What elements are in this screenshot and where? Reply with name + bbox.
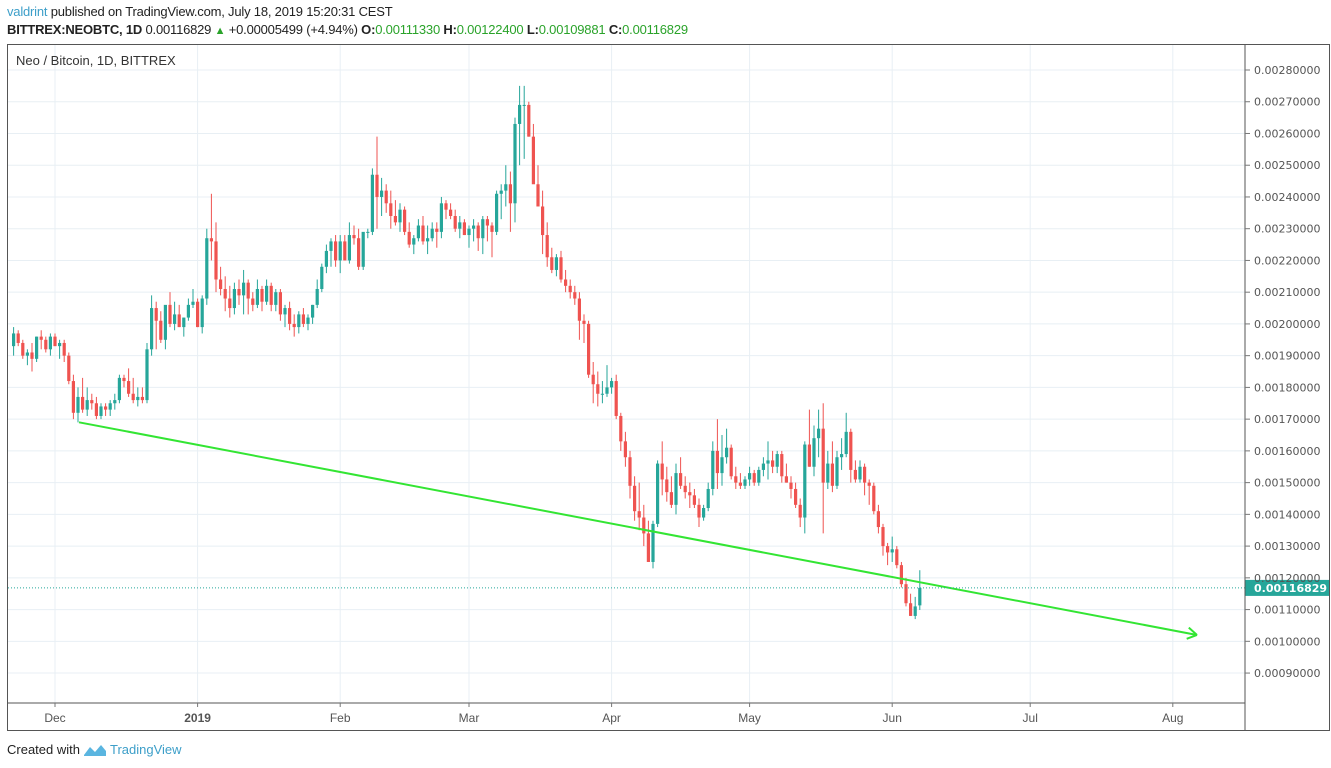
chart-grid	[8, 45, 1245, 703]
current-price-badge	[1245, 579, 1329, 596]
low-value: 0.00109881	[538, 22, 606, 37]
price-tick-label: 0.00190000	[1254, 350, 1320, 363]
time-tick-label: Jul	[1023, 711, 1038, 725]
time-tick-label: Apr	[602, 711, 621, 725]
high-label: H:	[443, 22, 457, 37]
price-tick-label: 0.00150000	[1254, 477, 1320, 490]
price-tick-label: 0.00130000	[1254, 540, 1320, 553]
price-tick-label: 0.00140000	[1254, 508, 1320, 521]
price-tick-label: 0.00280000	[1254, 64, 1320, 77]
price-tick-label: 0.00220000	[1254, 254, 1320, 267]
time-tick-label: Dec	[44, 711, 65, 725]
price-change: +0.00005499 (+4.94%)	[228, 22, 358, 37]
time-tick-label: Jun	[883, 711, 902, 725]
up-arrow-icon: ▲	[214, 25, 226, 37]
price-tick-label: 0.00090000	[1254, 667, 1320, 680]
symbol-label: BITTREX:NEOBTC, 1D	[7, 22, 143, 37]
symbol-info-bar: BITTREX:NEOBTC, 1D 0.00116829 ▲ +0.00005…	[7, 22, 688, 37]
low-label: L:	[526, 22, 539, 37]
time-tick-label: Aug	[1162, 711, 1183, 725]
tradingview-link[interactable]: TradingView	[109, 742, 182, 757]
price-tick-label: 0.00160000	[1254, 445, 1320, 458]
price-tick-label: 0.00250000	[1254, 159, 1320, 172]
trendline[interactable]	[78, 421, 1198, 640]
publish-info: valdrint published on TradingView.com, J…	[7, 4, 393, 19]
time-axis[interactable]: Dec 2019 Feb Mar Apr May Jun Jul Aug	[8, 702, 1245, 725]
price-axis[interactable]: 0.00280000 0.00270000 0.00260000 0.00250000…	[1244, 45, 1320, 731]
created-with-text: Created with	[7, 742, 80, 757]
last-price: 0.00116829	[145, 22, 212, 37]
time-tick-label: 2019	[184, 711, 211, 725]
tradingview-logo-icon	[83, 744, 106, 756]
close-label: C:	[608, 22, 623, 37]
price-tick-label: 0.00170000	[1254, 413, 1320, 426]
time-tick-label: May	[738, 711, 761, 725]
time-tick-label: Feb	[330, 711, 351, 725]
price-tick-label: 0.00230000	[1254, 223, 1320, 236]
price-tick-label: 0.00240000	[1254, 191, 1320, 204]
open-value: 0.00111330	[375, 22, 440, 37]
price-tick-label: 0.00260000	[1254, 127, 1320, 140]
open-label: O:	[361, 22, 376, 37]
time-tick-label: Mar	[459, 711, 480, 725]
price-tick-label: 0.00180000	[1254, 381, 1320, 394]
price-tick-label: 0.00120000	[1254, 572, 1320, 585]
author-link[interactable]: valdrint	[7, 4, 48, 19]
price-tick-label: 0.00200000	[1254, 318, 1320, 331]
close-value: 0.00116829	[622, 22, 688, 37]
candles	[12, 85, 922, 620]
current-price-label: 0.00116829	[1254, 582, 1327, 595]
price-tick-label: 0.00210000	[1254, 286, 1320, 299]
price-tick-label: 0.00270000	[1254, 96, 1320, 109]
price-tick-label: 0.00100000	[1254, 635, 1320, 648]
chart-frame	[7, 44, 1330, 731]
current-price-line: 0.00116829	[8, 579, 1329, 596]
chart-legend-title: Neo / Bitcoin, 1D, BITTREX	[16, 53, 176, 68]
published-text: published on TradingView.com, July 18, 2…	[50, 4, 393, 19]
footer: Created with TradingView	[7, 742, 182, 757]
price-tick-label: 0.00110000	[1254, 604, 1320, 617]
high-value: 0.00122400	[456, 22, 524, 37]
